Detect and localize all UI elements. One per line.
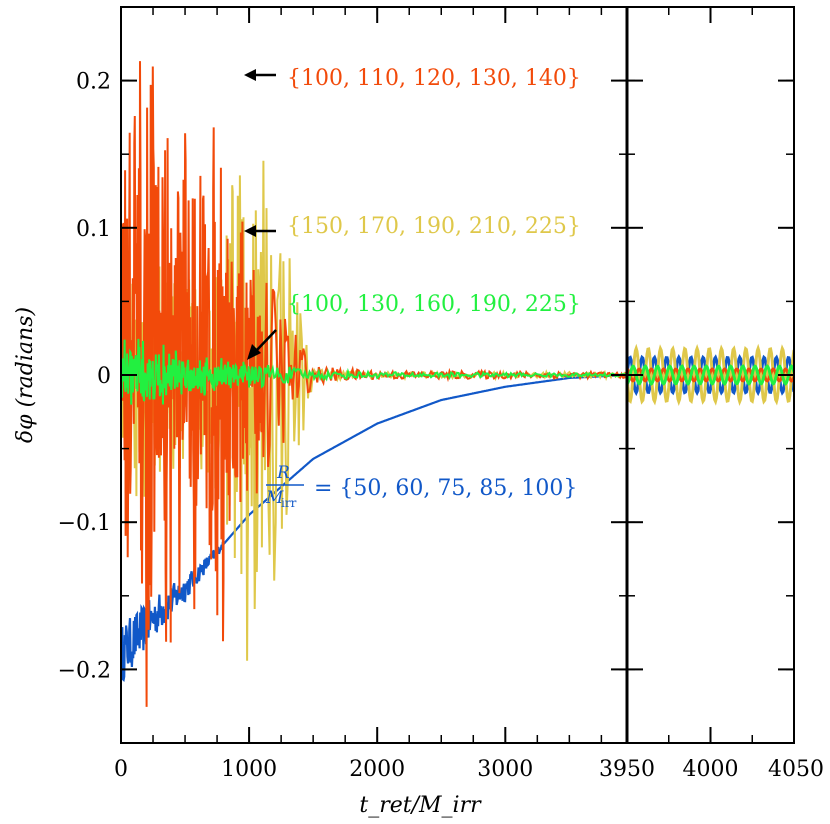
ticks: −0.2 −0.1 0 0.1 0.2 0 1000 2000 3000 3950 4000 4050 <box>58 6 824 782</box>
series-layer <box>121 61 794 707</box>
annotation-blue-text: = {50, 60, 75, 85, 100} <box>314 476 577 501</box>
series-left-0 <box>121 61 627 707</box>
y-tick-label: 0 <box>97 364 111 389</box>
series-left-2 <box>121 338 627 405</box>
y-tick-label: 0.1 <box>76 217 111 242</box>
x-tick-label: 4000 <box>683 757 739 782</box>
series-right-1 <box>627 343 794 407</box>
annotation-blue-denominator: M <box>265 488 284 508</box>
x-tick-label: 1000 <box>221 757 277 782</box>
x-tick-label: 0 <box>114 757 128 782</box>
annotation-yellow: {150, 170, 190, 210, 225} <box>287 214 581 239</box>
series-right-2 <box>627 364 794 386</box>
arrow-yellow <box>244 225 276 237</box>
x-axis-title: t_ret/M_irr <box>359 793 482 818</box>
arrow-green <box>247 329 277 360</box>
y-tick-label: −0.1 <box>58 511 111 536</box>
y-tick-label: 0.2 <box>76 70 111 95</box>
annotation-blue-denominator-sub: irr <box>281 496 297 510</box>
x-tick-label: 4050 <box>768 757 824 782</box>
y-tick-label: −0.2 <box>58 658 111 683</box>
annotations: {100, 110, 120, 130, 140} {150, 170, 190… <box>244 66 581 510</box>
x-tick-label: 3000 <box>477 757 533 782</box>
annotation-red: {100, 110, 120, 130, 140} <box>287 66 581 91</box>
annotation-green: {100, 130, 160, 190, 225} <box>287 292 581 317</box>
series-left-3 <box>121 373 627 682</box>
annotation-blue: R M irr = {50, 60, 75, 85, 100} <box>265 463 577 510</box>
x-tick-label: 3950 <box>599 757 655 782</box>
x-tick-label: 2000 <box>349 757 405 782</box>
annotation-blue-numerator: R <box>276 463 290 483</box>
left-panel-series <box>121 61 627 707</box>
right-panel-series <box>627 343 794 407</box>
arrow-red <box>244 69 276 81</box>
y-axis-title: δφ (radians) <box>13 307 38 443</box>
